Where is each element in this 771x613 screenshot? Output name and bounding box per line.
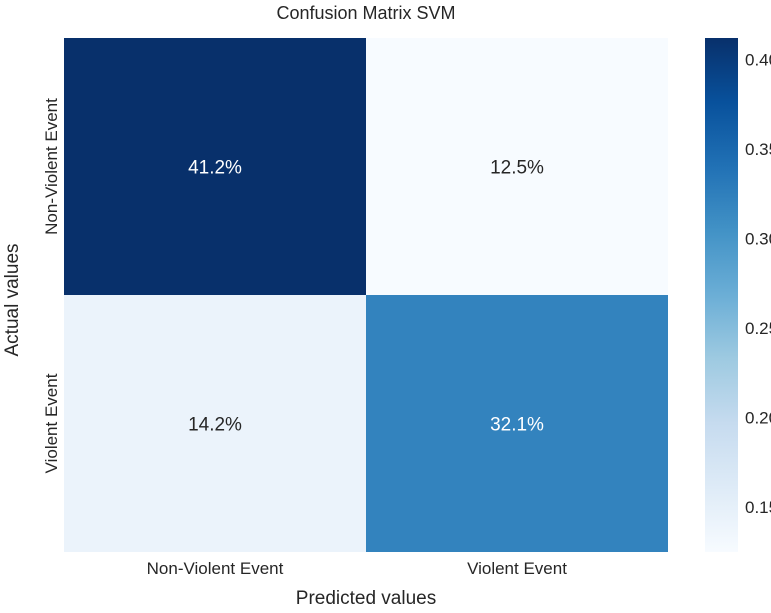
chart-title: Confusion Matrix SVM <box>276 3 455 23</box>
colorbar-tick-label-0: 0.15 <box>745 498 771 517</box>
colorbar-tick-label-5: 0.40 <box>745 50 771 69</box>
x-tick-label-1: Violent Event <box>467 559 567 578</box>
cell-label-r0-c1: 12.5% <box>490 158 544 179</box>
heatmap-cell-r1-c1 <box>366 295 668 552</box>
x-tick-labels: Non-Violent Event Violent Event <box>147 559 568 578</box>
heatmap-cells: 41.2% 12.5% 14.2% 32.1% <box>64 38 668 552</box>
colorbar-tick-label-2: 0.25 <box>745 319 771 338</box>
colorbar-tick-label-1: 0.20 <box>745 409 771 428</box>
colorbar <box>705 38 738 552</box>
heatmap-cell-r0-c1 <box>366 38 668 295</box>
cell-label-r1-c1: 32.1% <box>490 415 544 436</box>
y-axis-label: Actual values <box>2 243 23 356</box>
x-axis-label: Predicted values <box>296 588 436 609</box>
heatmap-cell-r1-c0 <box>64 295 366 552</box>
cell-label-r1-c0: 14.2% <box>188 415 242 436</box>
y-tick-label-0: Non-Violent Event <box>42 98 61 235</box>
colorbar-tick-labels: 0.15 0.20 0.25 0.30 0.35 0.40 <box>745 50 771 517</box>
colorbar-tick-label-4: 0.35 <box>745 140 771 159</box>
x-tick-label-0: Non-Violent Event <box>147 559 284 578</box>
cell-label-r0-c0: 41.2% <box>188 158 242 179</box>
y-tick-label-1: Violent Event <box>42 373 61 473</box>
y-tick-labels: Non-Violent Event Violent Event <box>42 98 61 474</box>
colorbar-tick-label-3: 0.30 <box>745 230 771 249</box>
heatmap-cell-r0-c0 <box>64 38 366 295</box>
